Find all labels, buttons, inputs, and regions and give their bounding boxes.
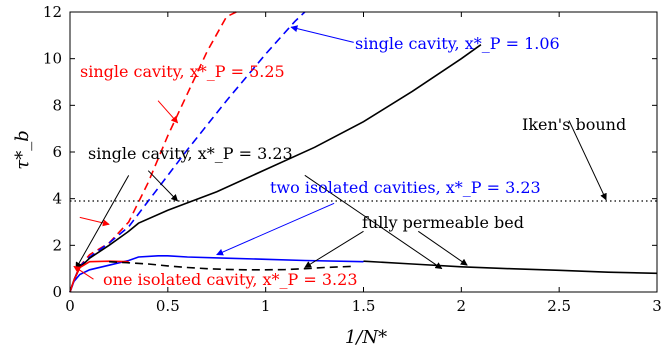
x-tick-label: 2.5 <box>547 297 571 315</box>
arrow-fully-permeable-bed <box>304 230 364 268</box>
x-tick-label: 1 <box>261 297 271 315</box>
arrow-two-isolated-cavities-x-p-3-23 <box>216 202 335 256</box>
y-tick-label: 2 <box>52 236 62 254</box>
y-tick-label: 8 <box>52 96 62 114</box>
y-tick-label: 6 <box>52 143 62 161</box>
y-tick-label: 4 <box>52 190 62 208</box>
x-ticks: 0 0.5 1 1.5 2 2.5 3 <box>65 12 662 315</box>
x-tick-label: 2 <box>457 297 467 315</box>
series-single-cavity-x-p-1-06 <box>69 11 306 293</box>
arrow-iken-s-bound <box>568 120 607 201</box>
label-single-cavity-5-25: single cavity, x*_P = 5.25 <box>80 62 285 81</box>
label-two-isolated-cavities: two isolated cavities, x*_P = 3.23 <box>270 178 541 197</box>
y-tick-label: 12 <box>43 3 62 21</box>
plot-lines <box>69 11 658 293</box>
label-one-isolated-cavity: one isolated cavity, x*_P = 3.23 <box>103 270 358 289</box>
y-ticks: 0 2 4 6 8 10 12 <box>43 3 657 301</box>
x-axis-label: 1/N* <box>345 327 387 348</box>
arrow-single-cavity-x-p-3-23 <box>304 174 443 270</box>
label-single-cavity-3-23: single cavity, x*_P = 3.23 <box>88 144 293 163</box>
arrow-single-cavity-x-p-5-25 <box>157 100 179 124</box>
x-tick-label: 0.5 <box>156 297 180 315</box>
arrow-single-cavity-x-p-3-23 <box>147 170 179 202</box>
series-fully-permeable-bed-tail <box>363 260 658 275</box>
y-tick-label: 0 <box>52 283 62 301</box>
series-single-cavity-x-p-5-25 <box>69 11 237 293</box>
label-ikens-bound: Iken's bound <box>522 115 626 134</box>
arrow-single-cavity-x-p-3-23 <box>75 175 130 270</box>
y-tick-label: 10 <box>43 50 62 68</box>
arrow-one-isolated-cavity-x-p-3-23 <box>73 265 94 280</box>
label-single-cavity-1-06: single cavity, x*_P = 1.06 <box>355 34 560 53</box>
series-fully-permeable-bed <box>109 260 354 271</box>
label-fully-permeable-bed: fully permeable bed <box>362 213 524 232</box>
annotation-labels: single cavity, x*_P = 5.25 single cavity… <box>80 34 626 289</box>
x-tick-label: 1.5 <box>352 297 376 315</box>
series-two-isolated-cavities-x-p-3-23 <box>69 255 364 293</box>
annotation-arrows <box>73 25 607 280</box>
arrow-single-cavity-x-p-1-06 <box>290 25 354 43</box>
series-single-cavity-x-p-3-23 <box>69 44 482 293</box>
x-tick-label: 0 <box>65 297 75 315</box>
arrow-fully-permeable-bed <box>418 230 468 266</box>
y-axis-label: τ*_b <box>12 130 33 169</box>
arrow-single-cavity-x-p-5-25 <box>79 216 110 227</box>
x-tick-label: 3 <box>652 297 662 315</box>
